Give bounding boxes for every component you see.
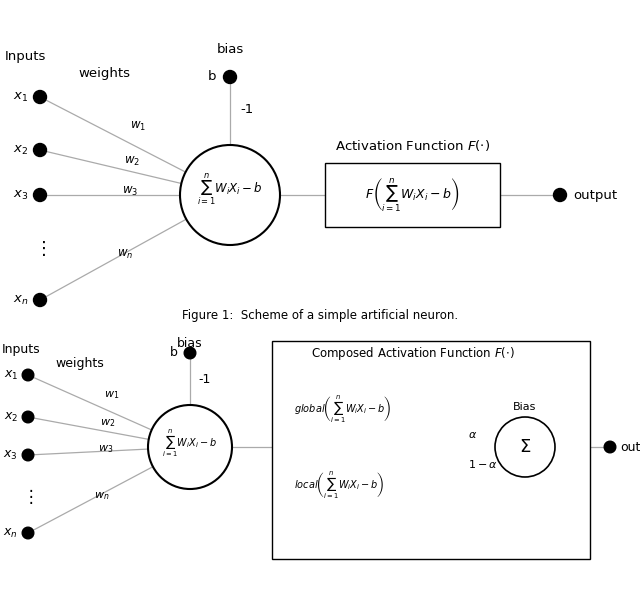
Circle shape <box>22 411 34 423</box>
Text: $w_2$: $w_2$ <box>100 417 115 430</box>
Text: bias: bias <box>216 43 244 56</box>
Text: $w_1$: $w_1$ <box>104 390 119 401</box>
Text: output: output <box>620 440 640 454</box>
Text: Composed Activation Function $F(\cdot)$: Composed Activation Function $F(\cdot)$ <box>311 345 515 362</box>
Text: $F\left(\sum_{i=1}^{n} W_i X_i-b\right)$: $F\left(\sum_{i=1}^{n} W_i X_i-b\right)$ <box>365 176 460 214</box>
Circle shape <box>223 71 237 83</box>
Text: $w_2$: $w_2$ <box>124 154 140 168</box>
Circle shape <box>180 145 280 245</box>
Text: $local\left(\sum_{i=1}^{n} W_i X_i-b\right)$: $local\left(\sum_{i=1}^{n} W_i X_i-b\rig… <box>294 469 385 501</box>
Text: $x_2$: $x_2$ <box>13 143 28 157</box>
Text: $x_n$: $x_n$ <box>3 526 18 540</box>
Text: $x_1$: $x_1$ <box>4 368 18 382</box>
Text: $1 - \alpha$: $1 - \alpha$ <box>468 458 498 470</box>
Text: $x_n$: $x_n$ <box>13 293 28 307</box>
Text: $x_3$: $x_3$ <box>13 188 28 201</box>
Text: b: b <box>170 345 178 359</box>
Circle shape <box>33 143 47 157</box>
Text: $x_3$: $x_3$ <box>3 448 18 462</box>
Circle shape <box>604 441 616 453</box>
Circle shape <box>22 369 34 381</box>
Circle shape <box>22 527 34 539</box>
Text: Inputs: Inputs <box>2 343 40 356</box>
Circle shape <box>148 405 232 489</box>
Text: -1: -1 <box>240 103 253 116</box>
FancyBboxPatch shape <box>272 341 590 559</box>
Text: $x_2$: $x_2$ <box>4 410 18 424</box>
Text: Activation Function $F(\cdot)$: Activation Function $F(\cdot)$ <box>335 137 490 152</box>
Text: $\vdots$: $\vdots$ <box>34 238 46 258</box>
Text: $w_3$: $w_3$ <box>122 185 138 198</box>
Text: $\sum_{i=1}^{n} W_i X_i-b$: $\sum_{i=1}^{n} W_i X_i-b$ <box>197 171 263 207</box>
Circle shape <box>184 347 196 359</box>
Circle shape <box>33 189 47 201</box>
Circle shape <box>495 417 555 477</box>
Text: $x_1$: $x_1$ <box>13 91 28 103</box>
Text: $\alpha$: $\alpha$ <box>468 430 477 440</box>
Text: weights: weights <box>78 67 130 80</box>
Text: $w_3$: $w_3$ <box>97 443 113 455</box>
Text: $global\left(\sum_{i=1}^{n} W_i X_i-b\right)$: $global\left(\sum_{i=1}^{n} W_i X_i-b\ri… <box>294 393 392 425</box>
Text: weights: weights <box>55 357 104 370</box>
Text: bias: bias <box>177 337 203 350</box>
Text: Figure 1:  Scheme of a simple artificial neuron.: Figure 1: Scheme of a simple artificial … <box>182 309 458 321</box>
Text: $\Sigma$: $\Sigma$ <box>519 438 531 456</box>
Circle shape <box>33 91 47 103</box>
Text: $\sum_{i=1}^{n} W_i X_i-b$: $\sum_{i=1}^{n} W_i X_i-b$ <box>163 427 218 459</box>
Text: $\vdots$: $\vdots$ <box>22 486 33 506</box>
Circle shape <box>554 189 566 201</box>
Text: $w_n$: $w_n$ <box>117 247 134 261</box>
Text: output: output <box>573 189 617 201</box>
Text: Inputs: Inputs <box>5 50 46 63</box>
Circle shape <box>33 293 47 307</box>
Text: -1: -1 <box>198 373 211 387</box>
Text: $w_1$: $w_1$ <box>130 120 147 132</box>
FancyBboxPatch shape <box>325 163 500 227</box>
Text: $w_n$: $w_n$ <box>93 491 109 502</box>
Circle shape <box>22 449 34 461</box>
Text: Bias: Bias <box>513 402 537 412</box>
Text: b: b <box>207 70 216 82</box>
